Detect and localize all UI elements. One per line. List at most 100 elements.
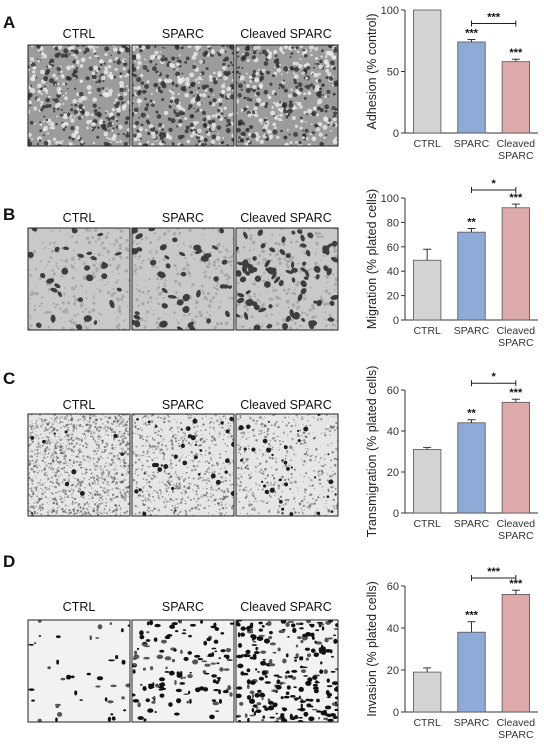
cell-speck <box>125 133 130 138</box>
cell-speck <box>70 108 74 112</box>
pore-dot <box>98 289 102 293</box>
speck <box>288 480 291 482</box>
speck <box>196 425 199 428</box>
pore-dot <box>52 241 56 245</box>
pore-dot <box>74 269 77 271</box>
cell-speck <box>119 87 124 93</box>
speck <box>148 495 151 498</box>
pore-dot <box>220 250 223 253</box>
cell-speck <box>37 89 42 94</box>
cell-speck <box>133 133 137 138</box>
speck <box>121 417 123 419</box>
speck <box>306 506 308 508</box>
cell-speck <box>264 105 268 109</box>
cell-speck <box>108 71 113 75</box>
speck <box>31 431 34 434</box>
cell-speck <box>155 110 159 114</box>
cell-speck <box>164 47 166 49</box>
micrograph-border <box>131 413 235 517</box>
cell-speck <box>245 88 251 94</box>
speck <box>41 483 44 486</box>
cell-speck <box>231 79 234 82</box>
micrograph-texture <box>132 228 234 330</box>
speck <box>134 504 137 508</box>
speck <box>215 511 217 513</box>
cell-speck <box>226 118 231 123</box>
speck <box>43 474 46 476</box>
cell-speck <box>29 120 34 125</box>
pore-dot <box>181 250 183 252</box>
speck <box>124 462 127 465</box>
pore-dot <box>275 295 280 300</box>
cell-speck <box>159 136 164 140</box>
speck <box>224 416 226 418</box>
speck <box>271 448 274 450</box>
pore-dot <box>38 304 41 307</box>
pore-dot <box>101 241 105 245</box>
cell-speck <box>151 134 157 140</box>
migrated-cell <box>325 243 334 249</box>
cell-speck <box>174 98 180 104</box>
speck <box>177 476 180 479</box>
cell-speck <box>72 98 77 104</box>
speck <box>75 424 78 426</box>
speck <box>55 416 59 419</box>
cell-speck <box>212 94 215 97</box>
speck <box>208 417 210 419</box>
micrograph-background <box>132 414 234 516</box>
speck <box>173 485 176 487</box>
speck <box>324 458 326 460</box>
speck <box>196 506 198 509</box>
pore-dot <box>34 304 37 307</box>
pore-dot <box>29 293 34 297</box>
speck <box>116 425 118 427</box>
speck <box>202 423 205 426</box>
pore-dot <box>299 324 302 328</box>
transmigrated-cell <box>180 428 183 431</box>
speck <box>158 415 160 417</box>
speck <box>293 419 295 421</box>
cell-speck <box>187 107 191 111</box>
transmigrated-cell <box>173 454 178 459</box>
speck <box>299 442 303 445</box>
speck <box>165 504 167 506</box>
speck <box>114 504 118 507</box>
pore-dot <box>60 275 64 278</box>
speck <box>56 456 59 460</box>
migrated-cell <box>195 249 203 255</box>
cell-speck <box>171 142 175 146</box>
pore-dot <box>177 321 180 325</box>
speck <box>306 454 309 457</box>
pore-dot <box>231 251 233 253</box>
speck <box>225 450 227 453</box>
speck <box>141 499 143 502</box>
speck <box>126 433 129 435</box>
speck <box>50 511 54 514</box>
speck <box>196 444 198 446</box>
cell-speck <box>238 136 241 139</box>
invaded-cell <box>197 657 203 661</box>
speck <box>59 417 61 420</box>
migrated-cell <box>291 277 296 283</box>
cell-speck <box>217 108 221 112</box>
pore-dot <box>70 286 75 290</box>
cell-speck <box>40 92 43 96</box>
speck <box>100 468 103 471</box>
pore-dot <box>278 261 283 266</box>
speck <box>319 482 322 485</box>
speck <box>35 459 38 462</box>
cell-speck <box>50 64 52 66</box>
speck <box>98 426 101 429</box>
pore-dot <box>319 235 322 238</box>
speck <box>273 424 276 427</box>
pore-dot <box>119 236 123 240</box>
micrograph-texture <box>236 45 338 146</box>
speck <box>174 458 176 460</box>
speck <box>267 484 270 487</box>
speck <box>87 434 89 436</box>
speck <box>213 469 215 471</box>
speck <box>171 490 175 493</box>
cell-speck <box>322 124 328 130</box>
speck <box>277 511 280 514</box>
cell-speck <box>274 115 279 120</box>
